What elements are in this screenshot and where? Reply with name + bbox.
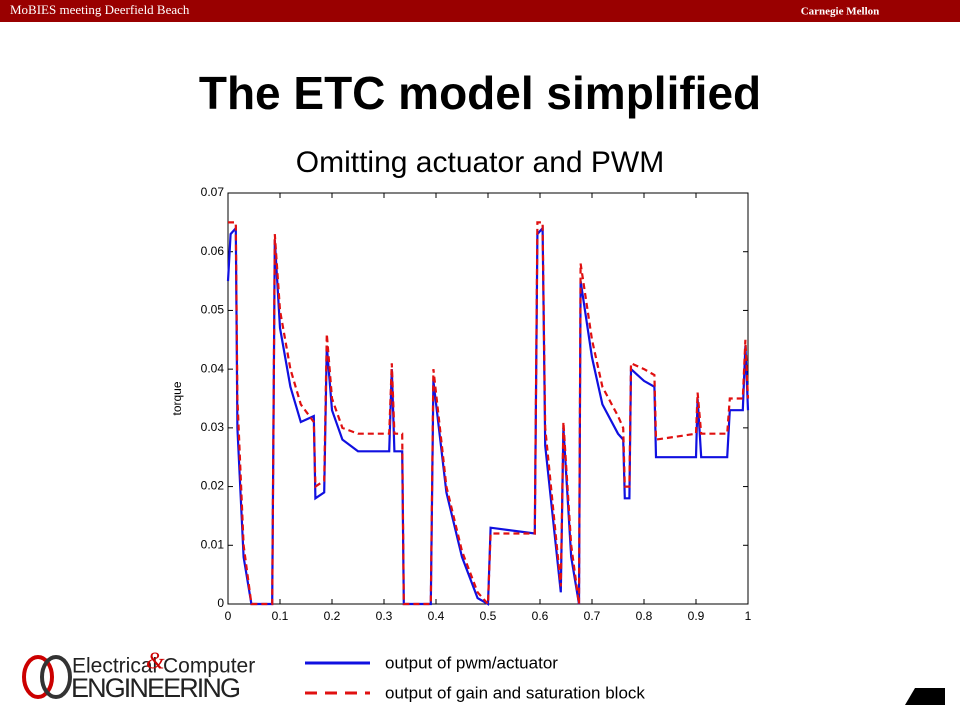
y-tick-label: 0.05 xyxy=(201,303,225,317)
x-tick-label: 0.5 xyxy=(480,609,497,623)
logo-text: & xyxy=(146,649,165,675)
series-line xyxy=(226,225,750,606)
y-axis-label: torque xyxy=(170,381,184,415)
logo-text: Electrical xyxy=(72,655,157,678)
y-tick-label: 0.02 xyxy=(201,479,225,493)
y-tick-label: 0.04 xyxy=(201,361,225,375)
y-tick-label: 0.01 xyxy=(201,537,225,551)
subtitle: Omitting actuator and PWM xyxy=(296,146,664,179)
legend-label: output of gain and saturation block xyxy=(385,683,645,702)
header-bar xyxy=(0,0,960,22)
y-tick-label: 0.06 xyxy=(201,244,225,258)
x-tick-label: 0.9 xyxy=(688,609,705,623)
x-tick-label: 0.2 xyxy=(324,609,341,623)
nav-arrow[interactable] xyxy=(905,688,945,705)
x-tick-label: 0.3 xyxy=(376,609,393,623)
y-tick-label: 0 xyxy=(217,596,224,610)
title: The ETC model simplified xyxy=(199,67,761,119)
x-tick-label: 0.4 xyxy=(428,609,445,623)
logo: Electrical & Computer ENGINEERING xyxy=(22,649,255,703)
logo-mark xyxy=(22,655,54,699)
logo-mark xyxy=(40,655,72,699)
legend-label: output of pwm/actuator xyxy=(385,653,558,672)
logo-text: Computer xyxy=(163,655,255,678)
x-tick-label: 0.7 xyxy=(584,609,601,623)
header-left: MoBIES meeting Deerfield Beach xyxy=(10,2,190,17)
plot-area xyxy=(227,192,749,605)
x-tick-label: 0.1 xyxy=(272,609,289,623)
x-tick-label: 0.6 xyxy=(532,609,549,623)
logo-text: ENGINEERING xyxy=(71,673,241,703)
x-tick-label: 0 xyxy=(225,609,232,623)
y-tick-label: 0.03 xyxy=(201,420,225,434)
x-tick-label: 1 xyxy=(745,609,752,623)
y-tick-label: 0.07 xyxy=(201,185,225,199)
x-tick-label: 0.8 xyxy=(636,609,653,623)
series-line xyxy=(228,221,750,607)
header-right: Carnegie Mellon xyxy=(801,6,880,18)
